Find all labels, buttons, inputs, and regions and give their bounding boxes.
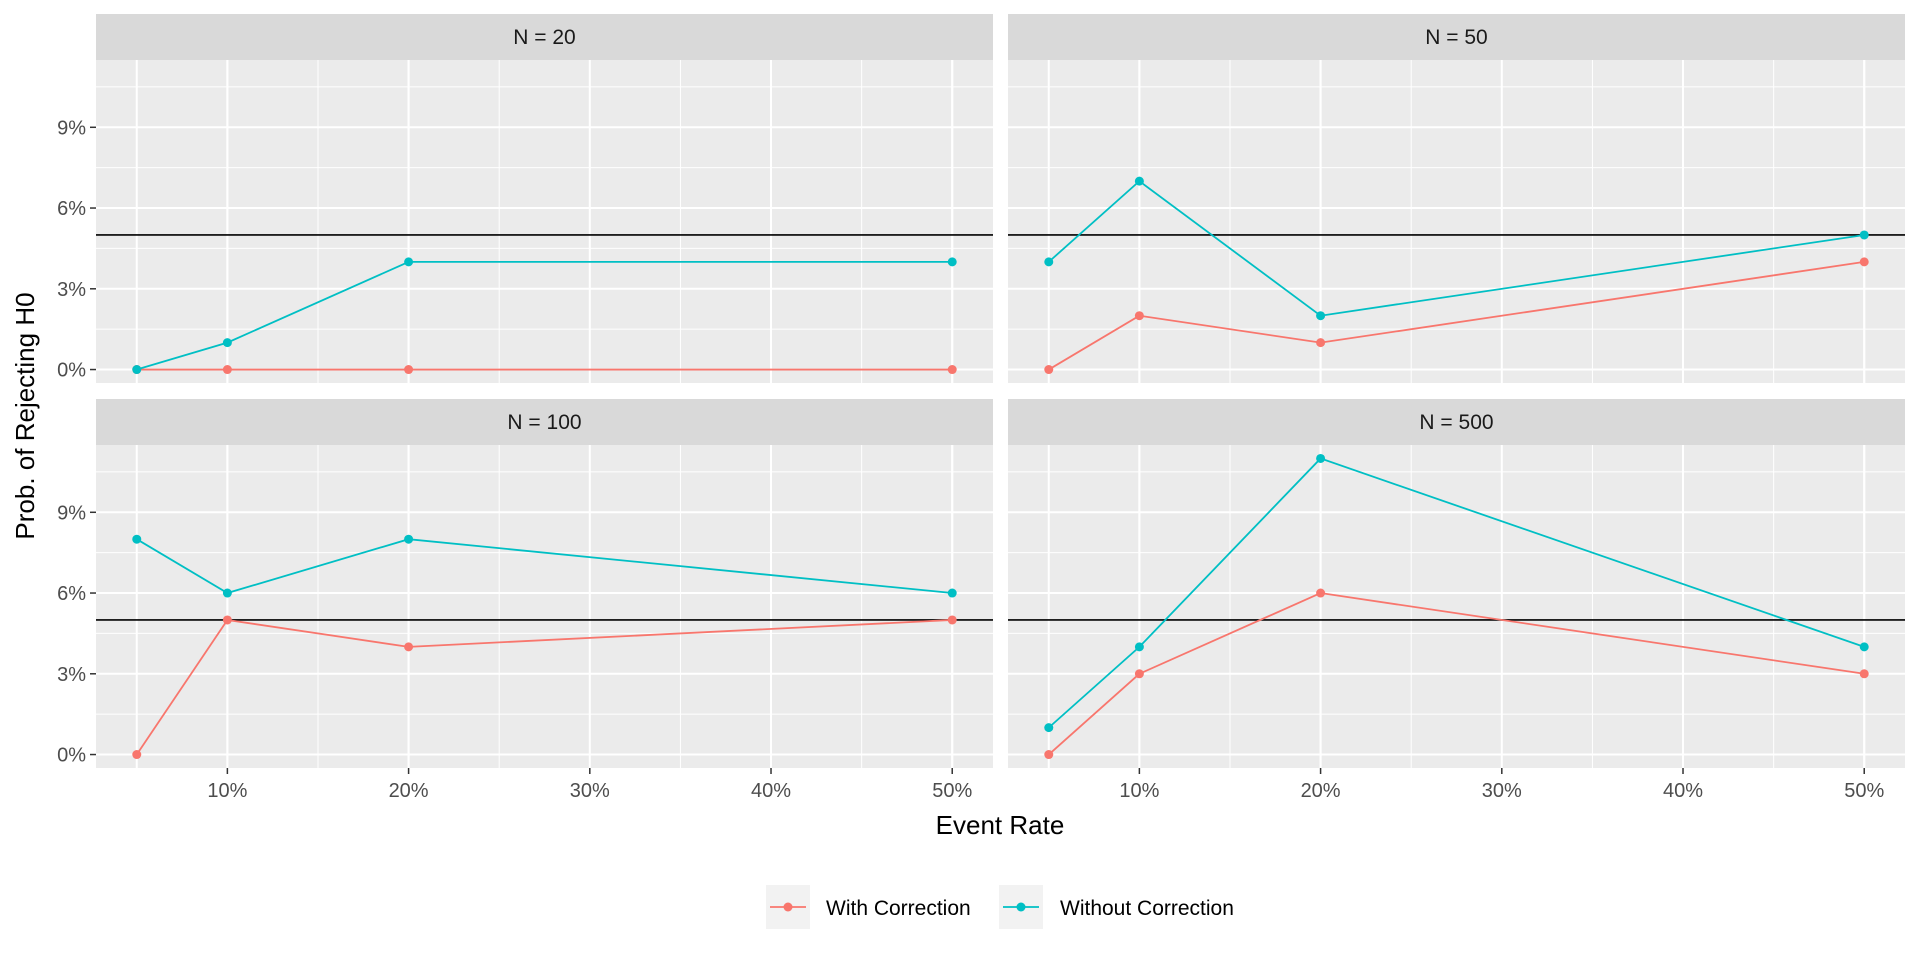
data-point-with-correction — [222, 365, 232, 375]
data-point-without-correction — [1859, 230, 1869, 240]
data-point-with-correction — [1859, 257, 1869, 267]
data-point-with-correction — [1859, 669, 1869, 679]
data-point-without-correction — [1044, 257, 1054, 267]
data-point-without-correction — [132, 365, 142, 375]
panel-4: N = 500 — [1008, 399, 1905, 768]
x-tick-label: 20% — [1301, 780, 1341, 802]
x-tick-label: 10% — [1119, 780, 1159, 802]
y-tick-label: 0% — [57, 360, 86, 382]
data-point-without-correction — [1316, 311, 1326, 321]
data-point-without-correction — [947, 257, 957, 267]
panel-title: N = 100 — [507, 411, 581, 434]
series-line-without-correction — [136, 538, 953, 595]
legend-label: Without Correction — [1060, 897, 1234, 920]
y-tick-label: 0% — [57, 745, 86, 767]
panels: N = 20 N = 50 N = 100 N = 500 — [96, 14, 1905, 768]
y-tick-label: 9% — [57, 502, 86, 524]
data-point-with-correction — [1134, 311, 1144, 321]
data-point-without-correction — [404, 534, 414, 544]
data-point-without-correction — [1044, 723, 1054, 733]
panel-strip — [1008, 14, 1905, 60]
y-tick-label: 9% — [57, 117, 86, 139]
x-axis-title: Event Rate — [936, 810, 1065, 840]
data-point-without-correction — [1316, 453, 1326, 463]
panel-2: N = 50 — [1008, 14, 1905, 383]
x-tick-label: 30% — [1482, 780, 1522, 802]
panel-title: N = 500 — [1419, 411, 1493, 434]
series-line-without-correction — [1048, 457, 1865, 729]
legend-key-point — [783, 902, 793, 912]
series-line-without-correction — [1048, 179, 1865, 317]
data-point-without-correction — [1134, 642, 1144, 652]
data-point-with-correction — [222, 615, 232, 625]
data-point-with-correction — [1134, 669, 1144, 679]
x-tick-label: 30% — [570, 780, 610, 802]
data-point-without-correction — [947, 588, 957, 598]
data-point-with-correction — [404, 642, 414, 652]
y-tick-label: 3% — [57, 664, 86, 686]
legend-label: With Correction — [826, 897, 971, 920]
legend-item-without-correction: Without Correction — [999, 885, 1234, 929]
panel-background — [96, 60, 993, 383]
panel-strip — [96, 14, 993, 60]
panel-background — [96, 445, 993, 768]
data-point-with-correction — [1316, 338, 1326, 348]
series-line-with-correction — [1048, 260, 1865, 371]
panel-title: N = 20 — [513, 26, 575, 49]
data-point-with-correction — [132, 750, 142, 760]
panel-strip — [96, 399, 993, 445]
data-point-without-correction — [404, 257, 414, 267]
data-point-without-correction — [222, 338, 232, 348]
panel-background — [1008, 445, 1905, 768]
x-tick-label: 50% — [1844, 780, 1884, 802]
panel-3: N = 100 — [96, 399, 993, 768]
series-line-with-correction — [1048, 592, 1865, 756]
x-tick-label: 40% — [1663, 780, 1703, 802]
panel-title: N = 50 — [1425, 26, 1487, 49]
data-point-with-correction — [947, 365, 957, 375]
panel-strip — [1008, 399, 1905, 445]
series-line-with-correction — [136, 618, 953, 756]
data-point-without-correction — [1859, 642, 1869, 652]
data-point-with-correction — [404, 365, 414, 375]
x-tick-label: 10% — [207, 780, 247, 802]
y-tick-label: 3% — [57, 279, 86, 301]
series-line-without-correction — [136, 260, 953, 371]
y-tick-label: 6% — [57, 583, 86, 605]
data-point-with-correction — [1316, 588, 1326, 598]
data-point-without-correction — [1134, 176, 1144, 186]
x-tick-label: 20% — [389, 780, 429, 802]
x-tick-label: 40% — [751, 780, 791, 802]
axes: 0% 3% 6% 9% 0% 3% 6% 9% 10% 20% 30% 40% 50% 10% 20% 30%… — [57, 117, 1884, 802]
legend: With Correction Without Correction — [766, 885, 1234, 929]
data-point-with-correction — [1044, 365, 1054, 375]
panel-background — [1008, 60, 1905, 383]
data-point-without-correction — [132, 534, 142, 544]
y-axis-title: Prob. of Rejecting H0 — [10, 292, 40, 539]
data-point-with-correction — [1044, 750, 1054, 760]
y-tick-label: 6% — [57, 198, 86, 220]
legend-item-with-correction: With Correction — [766, 885, 971, 929]
x-tick-label: 50% — [932, 780, 972, 802]
panel-1: N = 20 — [96, 14, 993, 383]
data-point-without-correction — [222, 588, 232, 598]
legend-key-point — [1016, 902, 1026, 912]
data-point-with-correction — [947, 615, 957, 625]
